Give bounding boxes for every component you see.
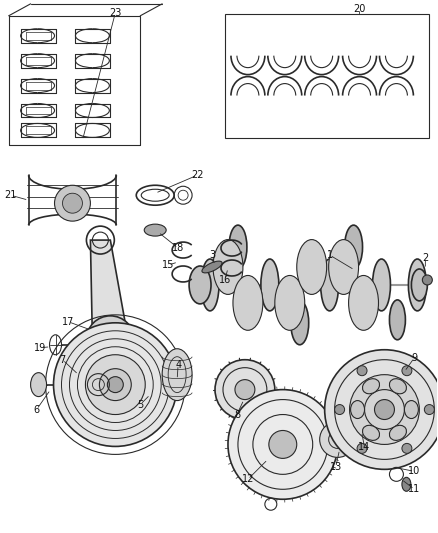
Circle shape xyxy=(402,443,412,454)
Text: 16: 16 xyxy=(219,275,231,285)
Ellipse shape xyxy=(321,259,339,311)
Text: 6: 6 xyxy=(34,405,40,415)
Text: 9: 9 xyxy=(411,353,417,363)
Circle shape xyxy=(357,443,367,454)
Ellipse shape xyxy=(389,425,406,440)
Ellipse shape xyxy=(363,425,380,440)
Circle shape xyxy=(54,185,90,221)
Ellipse shape xyxy=(404,401,418,418)
Text: 17: 17 xyxy=(62,317,74,327)
Ellipse shape xyxy=(202,261,222,273)
Text: 3: 3 xyxy=(209,250,215,260)
Text: 13: 13 xyxy=(329,462,342,472)
Text: 1: 1 xyxy=(327,250,333,260)
Text: 10: 10 xyxy=(408,466,420,477)
Text: 7: 7 xyxy=(60,354,66,365)
Circle shape xyxy=(357,366,367,376)
Circle shape xyxy=(325,350,438,470)
Circle shape xyxy=(335,405,345,415)
Ellipse shape xyxy=(345,225,363,269)
Text: 12: 12 xyxy=(242,474,254,484)
Ellipse shape xyxy=(372,259,390,311)
Bar xyxy=(225,14,429,139)
Ellipse shape xyxy=(261,259,279,311)
Ellipse shape xyxy=(31,373,46,397)
Text: 21: 21 xyxy=(4,190,17,200)
Ellipse shape xyxy=(389,379,406,394)
Ellipse shape xyxy=(389,300,406,340)
Circle shape xyxy=(350,375,419,445)
Ellipse shape xyxy=(189,266,211,304)
Ellipse shape xyxy=(229,225,247,269)
Ellipse shape xyxy=(291,301,309,345)
Ellipse shape xyxy=(350,401,364,418)
Circle shape xyxy=(96,326,124,354)
Ellipse shape xyxy=(402,478,411,491)
Circle shape xyxy=(107,377,124,393)
Text: 14: 14 xyxy=(358,442,371,453)
Polygon shape xyxy=(90,240,128,340)
Ellipse shape xyxy=(275,276,305,330)
Ellipse shape xyxy=(144,224,166,236)
Ellipse shape xyxy=(201,259,219,311)
Circle shape xyxy=(215,360,275,419)
Text: 11: 11 xyxy=(408,484,420,494)
Ellipse shape xyxy=(213,240,243,294)
Ellipse shape xyxy=(297,240,327,294)
Text: 8: 8 xyxy=(234,409,240,419)
Circle shape xyxy=(269,431,297,458)
Circle shape xyxy=(85,355,145,415)
Text: 4: 4 xyxy=(175,360,181,370)
Ellipse shape xyxy=(408,259,426,311)
Text: 19: 19 xyxy=(35,343,47,353)
Circle shape xyxy=(228,390,338,499)
Circle shape xyxy=(86,316,134,364)
Ellipse shape xyxy=(349,276,378,330)
Circle shape xyxy=(63,193,82,213)
Text: 18: 18 xyxy=(172,243,184,253)
Ellipse shape xyxy=(357,424,371,432)
Circle shape xyxy=(53,323,177,447)
Text: 15: 15 xyxy=(162,260,174,270)
Ellipse shape xyxy=(328,240,359,294)
Text: 23: 23 xyxy=(109,8,121,18)
Circle shape xyxy=(99,369,131,401)
Circle shape xyxy=(235,379,255,400)
Ellipse shape xyxy=(411,269,427,301)
Text: 20: 20 xyxy=(353,4,366,14)
Circle shape xyxy=(424,405,434,415)
Ellipse shape xyxy=(162,349,192,401)
Text: 5: 5 xyxy=(137,400,143,409)
Circle shape xyxy=(320,422,356,457)
Circle shape xyxy=(422,275,432,285)
Circle shape xyxy=(402,366,412,376)
Text: 22: 22 xyxy=(191,170,203,180)
Ellipse shape xyxy=(363,379,380,394)
Ellipse shape xyxy=(233,276,263,330)
Text: 2: 2 xyxy=(422,253,428,263)
Circle shape xyxy=(374,400,395,419)
